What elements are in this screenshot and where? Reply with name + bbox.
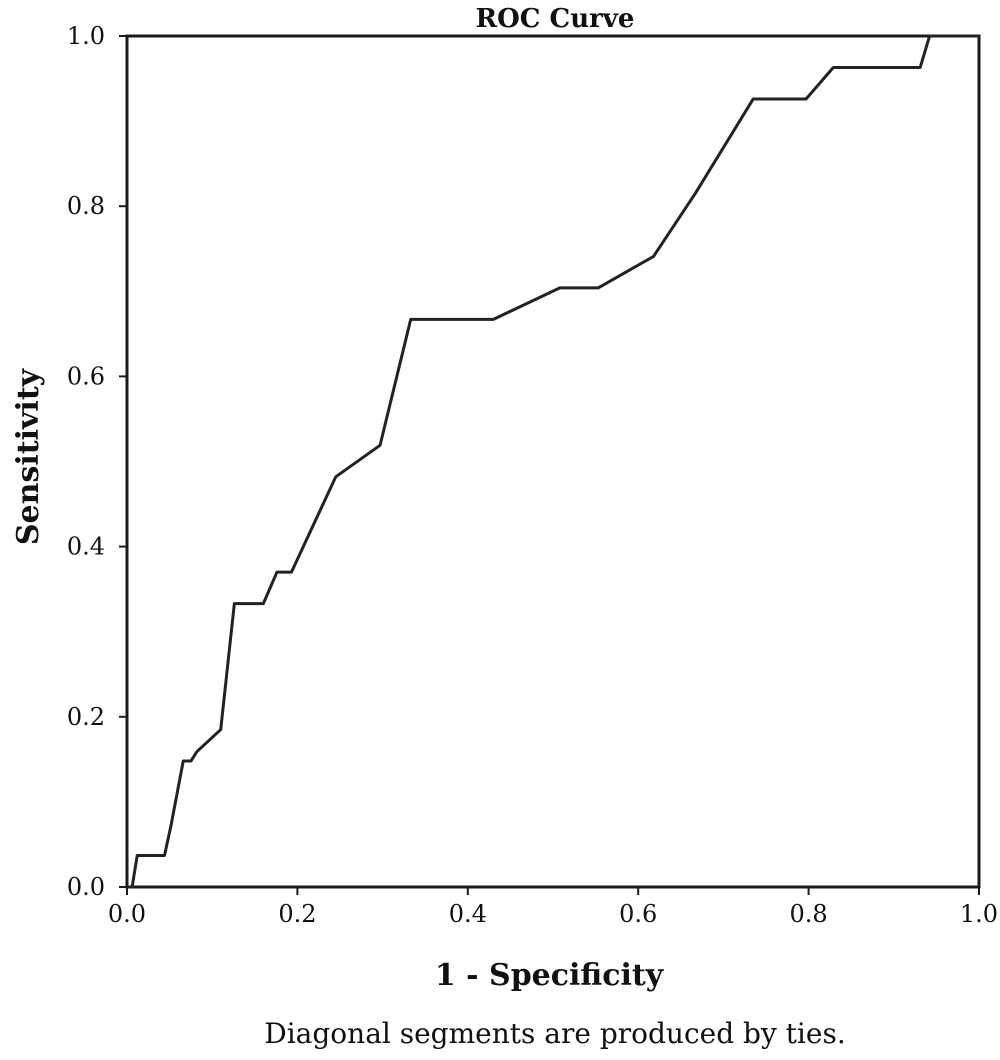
y-tick-label: 1.0 (67, 22, 105, 50)
y-tick-label: 0.2 (67, 703, 105, 731)
x-tick-label: 1.0 (960, 900, 998, 928)
x-tick-label: 0.2 (278, 900, 316, 928)
x-tick-label: 0.0 (108, 900, 146, 928)
x-axis-label: 1 - Specificity (435, 958, 665, 993)
y-tick-label: 0.0 (67, 873, 105, 901)
y-axis-label: Sensitivity (11, 367, 46, 545)
roc-curve-line (127, 34, 979, 889)
axis-tick-labels: 0.0 0.2 0.4 0.6 0.8 1.0 0.0 0.2 0.4 0.6 0.8 1.0 (67, 22, 998, 928)
axis-ticks (119, 35, 980, 895)
x-tick-label: 0.8 (790, 900, 828, 928)
x-tick-label: 0.6 (619, 900, 657, 928)
y-tick-label: 0.4 (67, 533, 105, 561)
chart-footnote: Diagonal segments are produced by ties. (264, 1017, 845, 1050)
chart-title: ROC Curve (476, 4, 635, 34)
x-tick-label: 0.4 (449, 900, 487, 928)
y-axis-label-group: Sensitivity (11, 367, 46, 545)
y-tick-label: 0.8 (67, 192, 105, 220)
y-tick-label: 0.6 (67, 362, 105, 390)
plot-area-frame (125, 34, 981, 889)
